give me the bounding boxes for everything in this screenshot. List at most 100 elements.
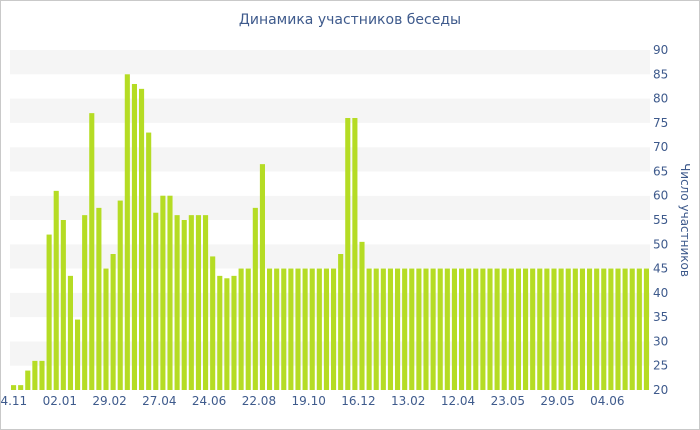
grid-band	[10, 341, 650, 366]
bar	[387, 268, 393, 390]
bar	[210, 256, 216, 390]
bar	[430, 268, 436, 390]
bar	[53, 190, 59, 390]
x-tick-label: 29.05	[540, 394, 574, 408]
bar	[480, 268, 486, 390]
bar	[572, 268, 578, 390]
y-axis-ticks: 20 25 30 35 40 45 50 55 60 65 70 75 80 85 90	[653, 43, 668, 397]
bar	[352, 118, 358, 390]
bar	[146, 132, 152, 390]
bar	[181, 220, 187, 390]
y-tick-label: 70	[653, 140, 668, 154]
bar	[565, 268, 571, 390]
bar	[82, 215, 88, 390]
bar	[75, 319, 81, 390]
bar	[494, 268, 500, 390]
bar	[153, 212, 159, 390]
bar	[281, 268, 287, 390]
bar	[39, 360, 45, 390]
bar	[89, 113, 95, 390]
y-tick-label: 85	[653, 67, 668, 81]
bar	[25, 370, 31, 390]
grid-band	[10, 244, 650, 269]
bar	[515, 268, 521, 390]
grid-band	[10, 292, 650, 318]
bar	[259, 164, 265, 390]
x-tick-label: 13.02	[391, 394, 425, 408]
bars	[11, 74, 649, 391]
bar	[309, 268, 315, 390]
bar	[409, 268, 415, 390]
grid-band	[10, 195, 650, 220]
bar	[530, 268, 536, 390]
grid-band	[10, 220, 650, 245]
bar	[345, 118, 351, 390]
x-axis-ticks: 04.11 02.01 29.02 27.04 24.06 22.08 19.10 16.12…	[0, 394, 624, 408]
bar	[188, 215, 194, 390]
bar	[139, 88, 145, 391]
bar	[359, 241, 365, 390]
bar	[558, 268, 564, 390]
grid-band	[10, 171, 650, 196]
bar	[323, 268, 329, 390]
grid-band	[10, 317, 650, 342]
bar	[11, 385, 17, 390]
bar	[587, 268, 593, 390]
grid-band	[10, 268, 650, 293]
grid-band	[10, 122, 650, 148]
grid-band	[10, 147, 650, 172]
bar	[466, 268, 472, 390]
chart-title: Динамика участников беседы	[238, 12, 462, 28]
bar	[174, 215, 180, 390]
bar	[224, 278, 230, 390]
bar	[316, 268, 322, 390]
bar	[508, 268, 514, 390]
bar	[67, 275, 73, 390]
bar	[501, 268, 507, 390]
bar	[643, 268, 649, 390]
bar	[451, 268, 457, 390]
y-tick-label: 65	[653, 164, 668, 178]
bar	[18, 385, 24, 390]
bar	[131, 84, 137, 390]
bar	[608, 268, 614, 390]
bar	[380, 268, 386, 390]
y-tick-label: 55	[653, 213, 668, 227]
bar	[103, 268, 109, 390]
y-axis-label: Число участников	[678, 163, 692, 277]
x-tick-label: 22.08	[242, 394, 276, 408]
y-tick-label: 35	[653, 310, 668, 324]
bar	[402, 268, 408, 390]
y-tick-label: 50	[653, 237, 668, 251]
bar	[544, 268, 550, 390]
bar	[117, 200, 123, 390]
bar	[636, 268, 642, 390]
y-tick-label: 40	[653, 286, 668, 300]
x-tick-label: 04.11	[0, 394, 27, 408]
bar	[523, 268, 529, 390]
bar	[124, 74, 130, 390]
grid-band	[10, 365, 650, 390]
bar	[338, 254, 344, 390]
bar	[288, 268, 294, 390]
bar	[629, 268, 635, 390]
bar	[217, 275, 223, 390]
bar	[267, 268, 273, 390]
x-tick-label: 16.12	[341, 394, 375, 408]
bar	[437, 268, 443, 390]
x-tick-label: 04.06	[590, 394, 624, 408]
y-tick-label: 20	[653, 383, 668, 397]
bar	[231, 275, 237, 390]
x-tick-label: 19.10	[292, 394, 326, 408]
bar	[60, 220, 66, 390]
bar	[373, 268, 379, 390]
y-tick-label: 80	[653, 92, 668, 106]
bar	[167, 195, 173, 390]
y-tick-label: 90	[653, 43, 668, 57]
bar	[579, 268, 585, 390]
bar	[252, 207, 258, 390]
bar	[46, 234, 52, 390]
bar	[302, 268, 308, 390]
grid-band	[10, 50, 650, 75]
